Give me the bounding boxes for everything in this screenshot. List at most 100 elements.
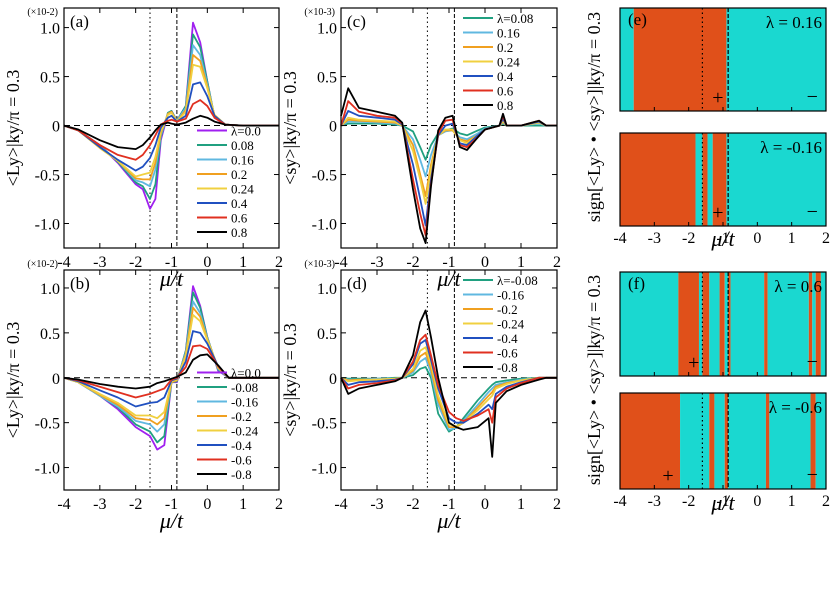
x-tick-label: -3 [93,254,106,271]
minus-sign: − [807,201,818,223]
negative-region [714,393,725,489]
y-axis-label: sign[<Ly> • <sy>]|ky/π = 0.3 [584,12,604,222]
legend-label: 0.8 [497,98,513,113]
legend-label: λ=0.08 [497,11,533,26]
y-tick-label: 0 [329,371,337,388]
x-tick-label: -4 [57,254,70,271]
plus-sign: + [712,87,723,109]
x-tick-label: 1 [239,254,247,271]
scale-label: (×10-3) [304,7,335,18]
panel-label: (c) [347,12,366,31]
legend-label: 0.8 [231,225,247,240]
lambda-label: λ = 0.16 [766,13,822,32]
negative-region [820,272,826,376]
legend: λ=0.080.160.20.240.40.60.8 [463,11,533,113]
y-tick-label: -1.0 [312,461,337,478]
x-tick-label: 2 [275,254,283,271]
negative-region [769,393,811,489]
positive-region [709,393,715,489]
y-tick-label: 1.0 [317,21,337,38]
x-tick-label: -3 [648,230,661,247]
legend-label: 0.24 [231,182,254,197]
y-tick-label: 0 [52,371,60,388]
x-tick-label: -1 [442,496,455,513]
negative-region [620,8,634,111]
x-tick-label: -2 [406,496,419,513]
legend-label: -0.16 [497,288,525,303]
x-tick-label: -1 [716,493,729,510]
y-tick-label: 0.5 [40,70,60,87]
panel-label: (e) [628,10,647,29]
panel-d: -4 -3 -2 -1 0 1 2 -1.0 -0.5 0 0.5 1.0 (d) (×10-3) μ/t <… [280,259,561,533]
legend-label: -0.2 [497,302,518,317]
positive-region [702,272,710,376]
scale-label: (×10-2) [27,7,58,18]
negative-region [730,272,765,376]
x-tick-label: 2 [553,496,561,513]
negative-region [707,133,713,226]
legend-label: λ=0.0 [231,366,261,381]
x-tick-label: 2 [553,254,561,271]
legend-label: 0.08 [231,138,254,153]
y-tick-label: -1.0 [35,217,60,234]
negative-region [767,272,809,376]
x-axis-label: μ/t [710,490,735,515]
minus-sign: − [807,464,818,486]
legend-label: λ=-0.08 [497,273,538,288]
positive-region [719,272,725,376]
legend-label: -0.4 [497,331,518,346]
positive-region [620,393,681,489]
y-axis-label: <Ly>|ky/π = 0.3 [3,70,23,187]
legend-label: -0.8 [497,360,518,375]
positive-region [815,272,821,376]
x-tick-label: -3 [648,493,661,510]
series-line--0.4 [340,339,557,424]
x-tick-label: 1 [517,496,525,513]
plus-sign: + [662,465,673,487]
y-tick-label: 0.5 [317,70,337,87]
series-line-0.4 [340,110,557,227]
series-line--0.8 [63,353,279,390]
negative-region [709,272,720,376]
y-tick-label: 1.0 [40,21,60,38]
legend-label: -0.24 [231,424,259,439]
x-axis-label: μ/t [436,508,461,533]
x-tick-label: -2 [406,254,419,271]
legend-label: -0.2 [231,409,252,424]
minus-sign: − [807,86,818,108]
y-tick-label: -1.0 [35,461,60,478]
negative-region [728,393,766,489]
sign-strip: λ = -0.16 + − [619,132,827,227]
x-tick-label: 0 [481,254,489,271]
x-tick-label: -4 [334,496,347,513]
positive-region [765,393,770,489]
sign-strip: λ = 0.16 + − [619,7,827,112]
legend-label: -0.6 [231,453,252,468]
negative-region [680,393,710,489]
positive-region [620,133,696,226]
series-line-0.2 [340,118,557,197]
x-tick-label: 1 [788,230,796,247]
positive-region [702,133,708,226]
positive-region [678,272,699,376]
panel-label: (f) [628,274,645,293]
series-line--0.8 [340,309,557,458]
x-tick-label: -2 [129,254,142,271]
panel-c: -4 -3 -2 -1 0 1 2-1.0-0.500.51.0 (c)(×10-3)μ/t<… [280,7,561,291]
y-tick-label: 0 [52,119,60,136]
x-tick-label: -4 [613,493,626,510]
panel-label: (b) [70,274,90,293]
x-tick-label: -2 [682,493,695,510]
plot-frame [340,7,558,249]
legend: λ=0.0-0.08-0.16-0.2-0.24-0.4-0.6-0.8 [197,366,261,482]
x-tick-label: 0 [203,254,211,271]
plus-sign: + [712,202,723,224]
y-tick-label: 0.5 [40,326,60,343]
y-tick-label: -0.5 [312,416,337,433]
positive-region [810,393,816,489]
x-tick-label: 0 [481,496,489,513]
y-tick-label: 1.0 [317,281,337,298]
legend-label: 0.24 [497,55,520,70]
positive-region [633,8,727,111]
legend-label: 0.2 [231,167,247,182]
